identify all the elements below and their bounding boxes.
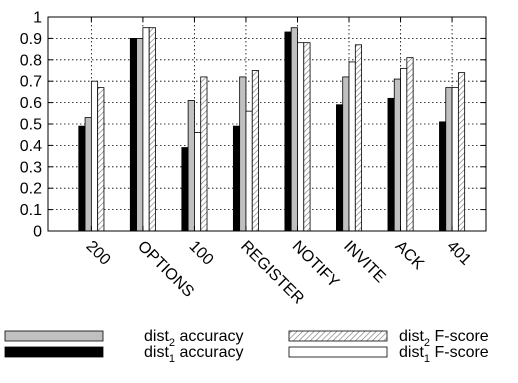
x-tick-label: NOTIFY xyxy=(289,238,343,292)
bar-white-401 xyxy=(451,87,459,232)
y-tick-label: 0.5 xyxy=(20,117,42,134)
bar-hatched-ack xyxy=(406,57,414,232)
legend-swatch-hatched xyxy=(288,330,388,342)
plot-frame xyxy=(47,16,487,232)
bar-gray-100 xyxy=(187,100,195,232)
x-tick-label: ACK xyxy=(392,238,428,274)
y-tick-label: 0.9 xyxy=(20,31,42,48)
y-tick-label: 0.8 xyxy=(20,52,42,69)
legend-label: dist2 accuracy xyxy=(144,328,244,349)
bar-hatched-100 xyxy=(200,76,208,232)
bar-hatched-401 xyxy=(457,72,466,232)
legend-label: dist1 F-score xyxy=(399,344,489,365)
bar-gray-notify xyxy=(290,27,298,232)
bar-black-register xyxy=(232,125,241,232)
y-tick-label: 0.7 xyxy=(20,74,42,91)
x-tick-label: INVITE xyxy=(340,238,388,286)
bar-white-notify xyxy=(297,42,305,232)
bar-gray-ack xyxy=(393,78,401,232)
bar-white-register xyxy=(245,110,253,232)
bar-black-options xyxy=(129,38,137,232)
bar-hatched-notify xyxy=(303,42,311,232)
bars xyxy=(78,27,466,232)
y-tick-label: 0.4 xyxy=(20,138,42,155)
bar-gray-options xyxy=(136,38,144,232)
x-tick-label: 200 xyxy=(83,238,114,269)
y-tick-label: 0.3 xyxy=(20,159,42,176)
y-tick-label: 0 xyxy=(33,224,42,241)
x-tick-label: 100 xyxy=(186,238,217,269)
bar-hatched-invite xyxy=(354,44,363,232)
bar-white-invite xyxy=(348,61,356,232)
bar-black-notify xyxy=(284,31,292,232)
bar-gray-401 xyxy=(445,87,453,232)
bar-hatched-options xyxy=(148,27,156,232)
legend-label: dist2 F-score xyxy=(399,328,489,349)
x-tick-label: 401 xyxy=(443,238,474,269)
legend-swatch-gray xyxy=(4,330,104,342)
bar-hatched-register xyxy=(251,70,259,232)
bar-white-200 xyxy=(90,80,99,232)
bar-white-options xyxy=(142,27,150,232)
bar-black-401 xyxy=(439,121,447,232)
legend-label: dist1 accuracy xyxy=(144,344,244,365)
bar-black-100 xyxy=(181,147,189,232)
bar-white-100 xyxy=(194,132,202,232)
legend-swatch-white xyxy=(288,346,388,358)
y-tick-label: 0.1 xyxy=(20,202,42,219)
bar-black-ack xyxy=(387,97,395,232)
bar-white-ack xyxy=(400,67,408,232)
y-tick-label: 1 xyxy=(33,10,42,27)
y-tick-label: 0.6 xyxy=(20,95,42,112)
bar-hatched-200 xyxy=(97,87,105,232)
bar-black-200 xyxy=(78,125,86,232)
bar-gray-invite xyxy=(342,76,350,232)
bar-black-invite xyxy=(336,104,344,232)
y-tick-label: 0.2 xyxy=(20,181,42,198)
legend-swatch-black xyxy=(4,346,104,358)
grid-lines xyxy=(48,17,486,231)
bar-gray-register xyxy=(239,76,247,232)
bar-gray-200 xyxy=(84,117,92,232)
y-axis-ticks: 0 0.1 0.2 0.3 0.4 0.5 0.6 0.7 0.8 0.9 1 xyxy=(20,10,486,241)
